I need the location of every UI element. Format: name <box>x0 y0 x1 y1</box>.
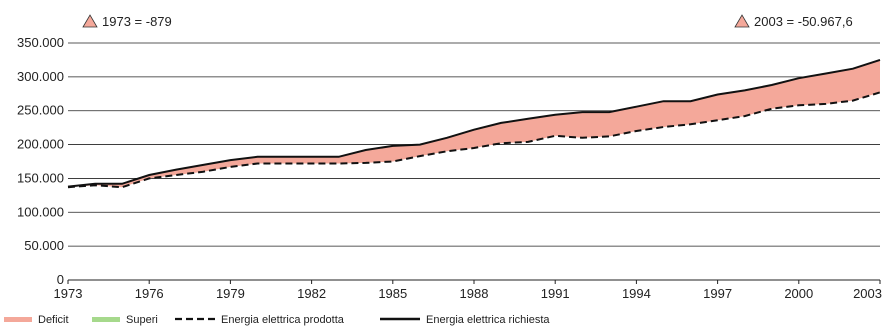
y-tick-label: 350.000 <box>17 35 64 50</box>
x-tick-marks <box>67 280 881 284</box>
triangle-marker-icon <box>734 14 750 28</box>
x-tick-label: 1997 <box>703 286 732 301</box>
x-tick-label: 2003 <box>853 286 882 301</box>
x-tick-label: 1979 <box>216 286 245 301</box>
legend: Deficit Superi Energia elettrica prodotta E… <box>4 314 550 326</box>
legend-label: Superi <box>126 314 158 326</box>
x-tick-label: 1988 <box>460 286 489 301</box>
legend-swatch <box>4 317 32 322</box>
series-line-energia-richiesta <box>67 58 881 188</box>
y-tick-label: 300.000 <box>17 69 64 84</box>
x-tick-label: 1976 <box>135 286 164 301</box>
x-tick-label: 1985 <box>378 286 407 301</box>
series-line-energia-prodotta <box>67 91 881 189</box>
x-tick-label: 2000 <box>784 286 813 301</box>
annotation-1973: 1973 = -879 <box>102 14 172 29</box>
x-tick-label: 1994 <box>622 286 651 301</box>
legend-label: Energia elettrica richiesta <box>426 314 550 326</box>
y-tick-label: 250.000 <box>17 103 64 118</box>
legend-swatch <box>92 317 120 322</box>
y-tick-label: 100.000 <box>17 204 64 219</box>
annotation-2003: 2003 = -50.967,6 <box>754 14 853 29</box>
x-tick-labels: 1973 1976 1979 1982 1985 1988 1991 1994 1997 2000… <box>54 286 882 301</box>
gridlines <box>68 42 880 247</box>
legend-label: Deficit <box>38 314 69 326</box>
legend-label: Energia elettrica prodotta <box>221 314 345 326</box>
y-tick-label: 0 <box>57 272 64 287</box>
x-tick-label: 1982 <box>297 286 326 301</box>
y-tick-label: 150.000 <box>17 170 64 185</box>
y-tick-label: 200.000 <box>17 137 64 152</box>
x-tick-label: 1991 <box>541 286 570 301</box>
annotations: 1973 = -879 2003 = -50.967,6 <box>82 14 853 29</box>
y-tick-labels: 0 50.000 100.000 150.000 200.000 250.000 300.0… <box>17 35 64 287</box>
y-tick-label: 50.000 <box>24 238 64 253</box>
x-tick-label: 1973 <box>54 286 83 301</box>
triangle-marker-icon <box>82 14 98 28</box>
